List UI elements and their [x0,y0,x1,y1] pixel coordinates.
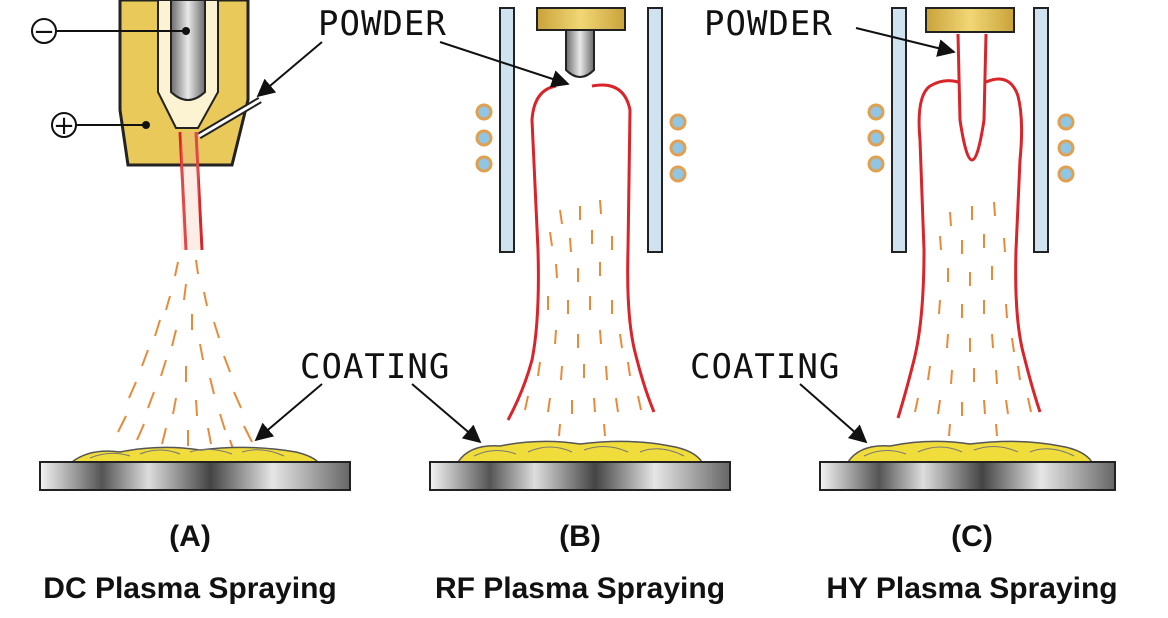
panel-dc: − + [31,0,450,605]
panel-a-letter: (A) [169,520,211,553]
hy-coating-label: COATING [690,347,840,387]
hy-particle-spray [914,201,1032,437]
hy-coils-right [1057,113,1075,183]
hy-coating-arrow [799,383,868,444]
hy-substrate [819,461,1116,491]
dc-particle-spray [117,259,253,453]
panel-hy: POWDER COATING (C) HY Plasma Spraying [690,4,1118,605]
panel-b-letter: (B) [559,520,601,553]
dc-powder-label: POWDER [318,4,447,44]
rf-plasma-left [506,84,557,421]
panel-b-title: RF Plasma Spraying [435,572,725,605]
dc-coating-arrow [254,383,323,442]
panel-c-title: HY Plasma Spraying [826,572,1117,605]
panel-a-title: DC Plasma Spraying [43,572,336,605]
rf-particle-spray [524,199,642,437]
rf-tube-left-wall [499,7,515,253]
hy-powder-label: POWDER [704,4,833,44]
rf-substrate [429,461,731,491]
hy-tube-right-wall [1033,7,1049,253]
hy-coils-left [867,103,885,173]
rf-coils-left [475,103,493,173]
dc-substrate [39,461,351,491]
cathode-electrode [170,0,206,101]
coating-label: COATING [300,347,450,387]
rf-coating-arrow [411,383,482,444]
rf-powder-arrow [439,41,570,88]
rf-plasma-right [591,83,656,413]
rf-powder-probe [565,29,595,78]
minus-sign: − [33,17,55,47]
dc-powder-arrow [256,41,323,98]
rf-coils-right [669,113,687,183]
hy-injector-top [925,7,1015,33]
hy-powder-arrow [855,27,956,57]
rf-coating [456,440,704,463]
dc-plasma-jet [178,131,204,251]
rf-tube-right-wall [647,7,663,253]
hy-tube-left-wall [891,7,907,253]
panel-rf: (B) RF Plasma Spraying [411,7,731,605]
rf-injector-top [536,7,626,31]
plus-sign: + [53,111,75,141]
panel-c-letter: (C) [951,520,993,553]
hy-plasma-envelope [896,33,1042,419]
hy-coating [846,440,1094,463]
